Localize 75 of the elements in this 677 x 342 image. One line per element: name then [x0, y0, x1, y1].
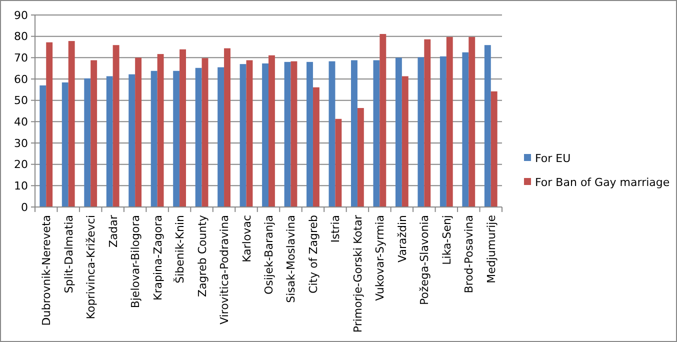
bar	[90, 60, 98, 207]
bar	[484, 45, 491, 207]
bar	[202, 58, 208, 207]
bar	[40, 85, 46, 207]
y-tick-label: 30	[14, 136, 28, 150]
bar	[351, 60, 358, 207]
bar	[262, 63, 268, 207]
bar	[84, 78, 91, 207]
x-tick-label: Osijek-Baranja	[262, 215, 276, 295]
y-tick-label: 50	[14, 94, 28, 108]
bar	[157, 54, 164, 207]
bar	[424, 39, 431, 207]
x-tick-label: Karlovac	[240, 215, 254, 262]
bar	[395, 58, 402, 207]
bar	[112, 45, 120, 207]
x-tick-label: Sisak-Moslavina	[284, 215, 298, 303]
bar	[462, 52, 469, 207]
x-tick-label: Istria	[329, 215, 342, 243]
bar	[328, 61, 336, 207]
y-tick-label: 70	[14, 52, 28, 65]
bar	[446, 36, 453, 207]
x-tick-label: Primorje-Gorski Kotar	[351, 214, 364, 333]
x-tick-label: Lika-Senj	[440, 215, 454, 265]
bar	[357, 108, 364, 207]
bar	[290, 61, 298, 207]
x-tick-label: Dubrovnik-Nereveta	[40, 215, 54, 326]
x-tick-label: Zadar	[106, 214, 120, 248]
bar	[306, 62, 313, 207]
bar	[335, 118, 342, 207]
bar	[224, 48, 230, 207]
y-tick-label: 10	[14, 180, 28, 193]
y-tick-label: 20	[14, 158, 28, 172]
x-tick-label: Split-Dalmatia	[62, 215, 76, 294]
bar	[180, 49, 186, 207]
x-tick-label: Vukovar-Syrmia	[374, 215, 387, 301]
bar	[135, 58, 142, 207]
x-tick-label: Varaždin	[396, 214, 409, 262]
bar	[380, 34, 386, 207]
bar	[62, 82, 68, 207]
bar	[240, 64, 246, 207]
bar	[418, 57, 424, 207]
bar	[402, 76, 408, 207]
bar	[246, 60, 253, 207]
bar	[173, 70, 180, 207]
y-tick-label: 90	[14, 8, 28, 22]
bar	[468, 36, 476, 207]
bar	[150, 70, 158, 207]
legend-label: For EU	[535, 152, 571, 165]
x-tick-label: Brod-Posavina	[462, 215, 476, 294]
bar	[218, 67, 224, 207]
x-tick-label: Šibenik-Knin	[172, 214, 187, 284]
bar	[268, 55, 275, 207]
bar	[284, 62, 291, 207]
y-tick-label: 80	[14, 30, 28, 44]
y-tick-label: 0	[21, 200, 28, 214]
bar	[128, 74, 136, 207]
y-tick-label: 40	[14, 116, 28, 129]
bar	[373, 60, 380, 207]
bar	[490, 91, 498, 207]
x-tick-label: Krapina-Zagora	[151, 215, 164, 300]
x-tick-label: City of Zagreb	[306, 214, 320, 294]
bar	[46, 42, 53, 207]
bar	[106, 76, 113, 207]
legend-label: For Ban of Gay marriage	[535, 176, 670, 189]
x-tick-label: Virovitica-Podravina	[218, 215, 232, 325]
bar	[195, 68, 202, 207]
y-tick-label: 60	[14, 72, 28, 86]
x-tick-label: Bjelovar-Bilogora	[129, 215, 142, 308]
x-tick-label: Koprivinca-Križevci	[84, 215, 98, 320]
x-tick-label: Požega-Slavonia	[418, 215, 432, 305]
x-tick-label: Zagreb County	[196, 214, 209, 297]
bar	[312, 87, 320, 207]
bar	[68, 41, 75, 207]
x-tick-label: Medjumurije	[484, 214, 498, 284]
bar	[440, 56, 446, 207]
